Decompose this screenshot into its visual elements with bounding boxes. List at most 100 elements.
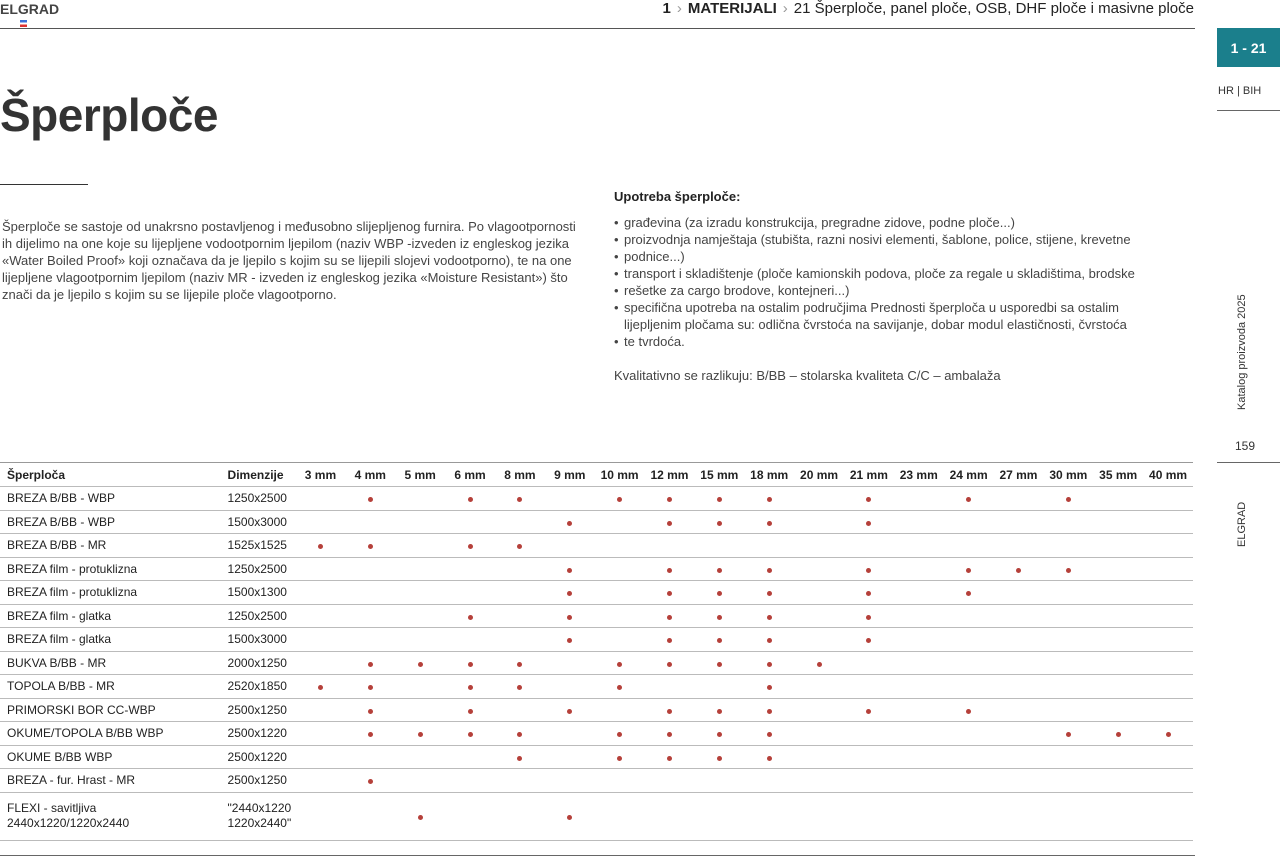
table-row: BREZA B/BB - WBP 1500x3000 bbox=[0, 510, 1193, 534]
col-header-thickness: 21 mm bbox=[843, 462, 894, 487]
cell-dimensions: 1250x2500 bbox=[220, 557, 296, 581]
chevron-right-icon: › bbox=[676, 0, 682, 17]
cell-thickness bbox=[843, 792, 894, 841]
cell-thickness bbox=[644, 557, 695, 581]
cell-thickness bbox=[345, 486, 396, 511]
flag-icon bbox=[20, 20, 27, 27]
breadcrumb: 1 › MATERIJALI › 21 Šperploče, panel ploče, … bbox=[663, 0, 1194, 17]
cell-thickness bbox=[1043, 674, 1094, 699]
availability-dot-icon bbox=[1015, 567, 1021, 573]
cell-thickness bbox=[1143, 698, 1193, 722]
availability-dot-icon bbox=[966, 591, 972, 597]
availability-dot-icon bbox=[716, 661, 722, 667]
col-header-thickness: 24 mm bbox=[943, 462, 994, 487]
cell-thickness bbox=[544, 721, 595, 746]
availability-dot-icon bbox=[617, 497, 623, 503]
cell-thickness bbox=[544, 604, 595, 628]
cell-dimensions: 1500x3000 bbox=[220, 510, 296, 534]
availability-dot-icon bbox=[766, 638, 772, 644]
cell-thickness bbox=[345, 651, 396, 675]
cell-thickness bbox=[594, 533, 645, 558]
cell-thickness bbox=[494, 510, 545, 534]
availability-dot-icon bbox=[367, 544, 373, 550]
table-row: BREZA B/BB - MR 1525x1525 bbox=[0, 533, 1193, 558]
availability-dot-icon bbox=[517, 755, 523, 761]
cell-thickness bbox=[893, 745, 944, 769]
cell-thickness bbox=[594, 604, 645, 628]
table-row: OKUME/TOPOLA B/BB WBP 2500x1220 bbox=[0, 721, 1193, 746]
cell-thickness bbox=[494, 674, 545, 699]
availability-dot-icon bbox=[766, 520, 772, 526]
cell-thickness bbox=[843, 698, 894, 722]
divider bbox=[0, 28, 1195, 29]
cell-thickness bbox=[594, 510, 645, 534]
cell-thickness bbox=[843, 604, 894, 628]
availability-dot-icon bbox=[567, 638, 573, 644]
cell-thickness bbox=[445, 721, 495, 746]
cell-thickness bbox=[1093, 580, 1144, 605]
breadcrumb-subsection[interactable]: 21 Šperploče, panel ploče, OSB, DHF ploč… bbox=[793, 0, 1194, 17]
breadcrumb-section[interactable]: MATERIJALI bbox=[687, 0, 777, 17]
cell-thickness bbox=[893, 557, 944, 581]
availability-dot-icon bbox=[517, 497, 523, 503]
cell-thickness bbox=[345, 557, 396, 581]
cell-thickness bbox=[794, 486, 844, 511]
usage-item: podnice...) bbox=[614, 248, 1174, 265]
availability-dot-icon bbox=[367, 685, 373, 691]
availability-dot-icon bbox=[517, 685, 523, 691]
cell-name: BREZA - fur. Hrast - MR bbox=[0, 768, 221, 793]
availability-dot-icon bbox=[617, 685, 623, 691]
cell-dimensions: 1500x1300 bbox=[220, 580, 296, 605]
availability-dot-icon bbox=[666, 661, 672, 667]
cell-thickness bbox=[295, 627, 346, 652]
cell-thickness bbox=[1143, 768, 1193, 793]
cell-thickness bbox=[1093, 651, 1144, 675]
availability-dot-icon bbox=[367, 779, 373, 785]
cell-thickness bbox=[794, 698, 844, 722]
col-header-thickness: 5 mm bbox=[395, 462, 446, 487]
cell-thickness bbox=[644, 698, 695, 722]
cell-thickness bbox=[395, 580, 446, 605]
cell-thickness bbox=[395, 698, 446, 722]
chapter-tab[interactable]: 1 - 21 bbox=[1217, 28, 1280, 67]
cell-thickness bbox=[445, 557, 495, 581]
cell-name: BUKVA B/BB - MR bbox=[0, 651, 221, 675]
availability-dot-icon bbox=[766, 591, 772, 597]
cell-thickness bbox=[843, 651, 894, 675]
availability-dot-icon bbox=[1065, 567, 1071, 573]
cell-thickness bbox=[1143, 486, 1193, 511]
cell-thickness bbox=[644, 486, 695, 511]
cell-thickness bbox=[694, 557, 745, 581]
availability-dot-icon bbox=[666, 614, 672, 620]
cell-thickness bbox=[744, 745, 795, 769]
col-header-thickness: 8 mm bbox=[494, 462, 545, 487]
cell-thickness bbox=[794, 651, 844, 675]
cell-thickness bbox=[494, 604, 545, 628]
cell-thickness bbox=[445, 651, 495, 675]
cell-thickness bbox=[1043, 604, 1094, 628]
availability-dot-icon bbox=[1115, 732, 1121, 738]
availability-dot-icon bbox=[766, 708, 772, 714]
cell-thickness bbox=[993, 627, 1044, 652]
cell-thickness bbox=[694, 745, 745, 769]
cell-thickness bbox=[1093, 557, 1144, 581]
cell-thickness bbox=[345, 580, 396, 605]
breadcrumb-chapter[interactable]: 1 bbox=[662, 0, 671, 17]
cell-thickness bbox=[943, 721, 994, 746]
cell-thickness bbox=[345, 604, 396, 628]
availability-dot-icon bbox=[766, 497, 772, 503]
cell-thickness bbox=[494, 580, 545, 605]
cell-thickness bbox=[494, 486, 545, 511]
availability-dot-icon bbox=[1065, 497, 1071, 503]
availability-dot-icon bbox=[517, 732, 523, 738]
availability-dot-icon bbox=[766, 755, 772, 761]
cell-thickness bbox=[594, 698, 645, 722]
cell-thickness bbox=[843, 557, 894, 581]
cell-thickness bbox=[893, 721, 944, 746]
col-header-thickness: 15 mm bbox=[694, 462, 745, 487]
cell-thickness bbox=[494, 651, 545, 675]
cell-thickness bbox=[1093, 627, 1144, 652]
intro-text: Šperploče se sastoje od unakrsno postavl… bbox=[2, 219, 576, 302]
cell-thickness bbox=[494, 745, 545, 769]
cell-thickness bbox=[295, 674, 346, 699]
